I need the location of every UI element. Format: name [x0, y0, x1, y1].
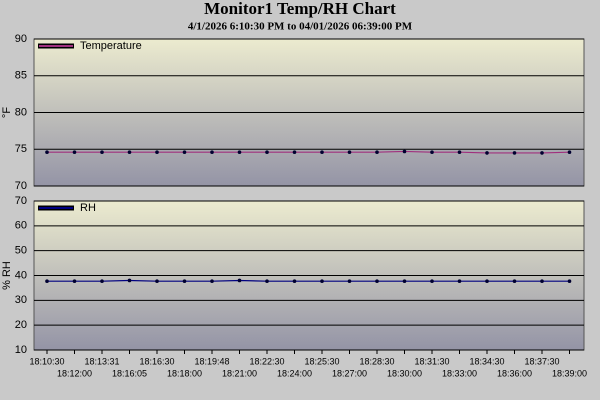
data-point: [567, 150, 572, 154]
x-tick-label: 18:31:30: [414, 356, 449, 366]
data-point: [347, 150, 352, 154]
data-point: [72, 279, 77, 284]
legend-label: Temperature: [80, 40, 142, 52]
data-point: [485, 151, 489, 155]
data-point: [567, 279, 572, 284]
x-tick-label: 18:37:30: [524, 356, 559, 366]
data-point: [155, 150, 159, 154]
x-tick-label: 18:21:00: [222, 368, 257, 378]
data-point: [347, 279, 352, 284]
data-point: [485, 279, 489, 284]
chart-subtitle: 4/1/2026 6:10:30 PM to 04/01/2026 06:39:…: [188, 21, 413, 33]
data-point: [210, 279, 214, 284]
data-point: [237, 278, 242, 283]
y-tick-label: 40: [15, 269, 27, 281]
data-point: [457, 150, 462, 154]
y-tick-label: 80: [15, 106, 27, 118]
y-tick-label: 75: [15, 143, 27, 155]
y-axis-label: % RH: [1, 261, 13, 290]
x-tick-label: 18:18:00: [167, 368, 202, 378]
y-tick-label: 20: [15, 319, 27, 331]
data-point: [237, 150, 242, 154]
x-tick-label: 18:16:05: [112, 368, 147, 378]
data-point: [540, 279, 544, 284]
data-point: [182, 150, 187, 154]
data-point: [512, 151, 517, 155]
data-point: [375, 150, 379, 154]
y-tick-label: 50: [15, 245, 27, 257]
data-point: [402, 149, 407, 154]
data-point: [320, 279, 324, 284]
data-point: [182, 279, 187, 284]
data-point: [375, 279, 379, 284]
y-tick-label: 85: [15, 70, 27, 82]
data-point: [320, 150, 324, 154]
data-point: [265, 150, 269, 154]
data-point: [45, 279, 49, 284]
y-tick-label: 30: [15, 294, 27, 306]
series-line: [47, 279, 570, 282]
data-point: [292, 150, 297, 154]
data-point: [210, 150, 214, 154]
data-point: [127, 278, 132, 283]
y-tick-label: 60: [15, 220, 27, 232]
chart-title: Monitor1 Temp/RH Chart: [204, 0, 396, 18]
data-point: [100, 279, 104, 284]
data-point: [540, 151, 544, 155]
data-point: [100, 150, 104, 154]
x-tick-label: 18:13:31: [84, 356, 119, 366]
data-point: [430, 150, 434, 154]
x-tick-label: 18:19:48: [194, 356, 229, 366]
data-point: [72, 150, 77, 154]
x-tick-label: 18:30:00: [387, 368, 422, 378]
x-tick-label: 18:24:00: [277, 368, 312, 378]
y-tick-label: 90: [15, 33, 27, 45]
data-point: [402, 279, 407, 284]
data-point: [457, 279, 462, 284]
data-point: [45, 150, 49, 154]
data-point: [127, 150, 132, 154]
x-tick-label: 18:12:00: [57, 368, 92, 378]
x-tick-label: 18:16:30: [139, 356, 174, 366]
x-tick-label: 18:10:30: [29, 356, 64, 366]
x-tick-label: 18:22:30: [249, 356, 284, 366]
data-point: [512, 279, 517, 284]
x-tick-label: 18:25:30: [304, 356, 339, 366]
y-tick-label: 70: [15, 195, 27, 207]
y-tick-label: 70: [15, 180, 27, 192]
data-point: [265, 279, 269, 284]
y-tick-label: 10: [15, 344, 27, 356]
data-point: [155, 279, 159, 284]
x-tick-label: 18:33:00: [442, 368, 477, 378]
x-tick-label: 18:28:30: [359, 356, 394, 366]
y-axis-label: °F: [1, 107, 13, 118]
series-line: [47, 150, 570, 154]
legend-label: RH: [80, 202, 96, 214]
x-tick-label: 18:39:00: [552, 368, 587, 378]
x-tick-label: 18:36:00: [497, 368, 532, 378]
x-tick-label: 18:27:00: [332, 368, 367, 378]
data-point: [292, 279, 297, 284]
data-point: [430, 279, 434, 284]
x-tick-label: 18:34:30: [469, 356, 504, 366]
